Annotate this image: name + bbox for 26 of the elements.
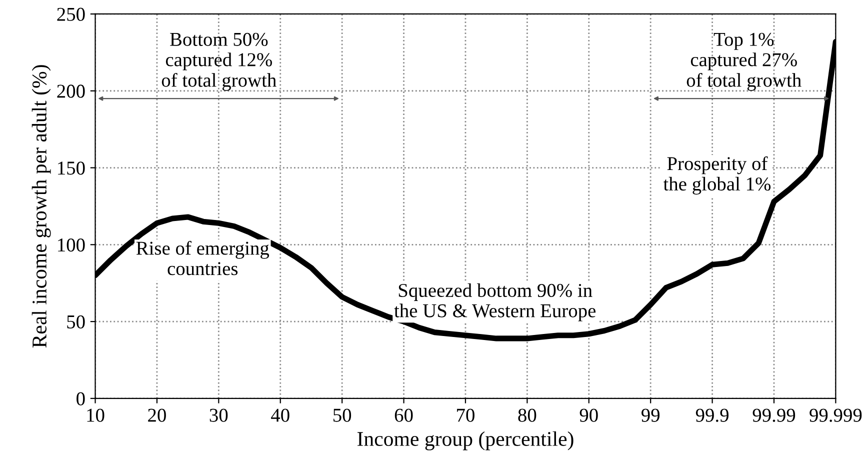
x-tick-label: 90	[580, 408, 598, 422]
x-tick-label: 20	[148, 408, 166, 422]
y-tick-label: 100	[58, 238, 85, 252]
annotation: Bottom 50% captured 12% of total growth	[162, 32, 276, 91]
x-tick-label: 50	[333, 408, 352, 422]
x-tick-label: 99.99	[752, 408, 796, 422]
y-tick-label: 0	[76, 392, 85, 406]
x-tick-label: 99	[641, 408, 660, 422]
x-tick-label: 60	[394, 408, 413, 422]
x-tick-label: 40	[271, 408, 290, 422]
x-tick-label: 99.999	[810, 408, 862, 422]
x-tick-label: 70	[457, 408, 474, 422]
y-tick-label: 200	[57, 84, 85, 98]
annotation: Squeezed bottom 90% in the US & Western Europe	[394, 283, 596, 322]
y-tick-label: 50	[67, 315, 85, 328]
y-tick-label: 150	[58, 162, 85, 175]
x-tick-label: 10	[87, 408, 104, 422]
x-tick-label: 30	[210, 408, 228, 422]
x-tick-label: 99.9	[696, 408, 729, 422]
x-tick-label: 80	[518, 408, 536, 422]
y-tick-label: 250	[57, 8, 85, 21]
annotation: Prosperity of the global 1%	[663, 156, 771, 195]
y-axis-title: Real income growth per adult (%)	[32, 65, 51, 348]
annotation: Rise of emerging countries	[136, 240, 270, 276]
x-axis-title: Income group (percentile)	[357, 431, 574, 450]
annotation: Top 1% captured 27% of total growth	[686, 32, 802, 91]
